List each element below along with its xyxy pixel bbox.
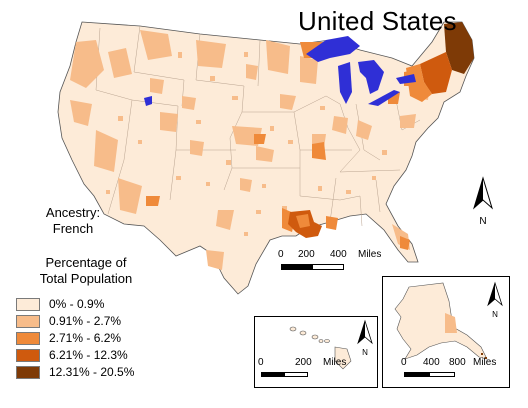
lake-erie	[368, 90, 400, 106]
legend-swatch	[16, 332, 40, 345]
alaska-outline	[394, 282, 488, 360]
great-salt-lake	[144, 96, 152, 106]
louisiana-center	[296, 214, 310, 228]
hawaii-scale-unit: Miles	[323, 357, 347, 368]
legend-heading-line2: Total Population	[39, 271, 133, 286]
main-scale-seg1	[281, 264, 313, 270]
north-arrow-hawaii: N	[357, 319, 373, 357]
north-arrow-alaska: N	[487, 281, 503, 319]
map-title: United States	[298, 6, 457, 36]
main-scale-bar: 0 200 400 Miles	[272, 249, 402, 273]
alaska-scale-tick0: 0	[401, 357, 407, 368]
north-label-alaska: N	[492, 310, 498, 319]
main-scale-tick0: 0	[278, 249, 284, 260]
lake-huron	[358, 60, 384, 94]
lake-superior	[306, 36, 360, 62]
alaska-inset: N 0 400 800 Miles	[382, 276, 510, 388]
hawaii-inset: N 0 200 Miles	[254, 316, 378, 388]
ancestry-label: Ancestry: French	[28, 205, 118, 237]
main-scale-unit: Miles	[358, 249, 382, 260]
alaska-scale-unit: Miles	[473, 357, 497, 368]
hawaii-scale-seg1	[261, 372, 285, 377]
legend-swatch	[16, 349, 40, 362]
north-label-main: N	[479, 216, 486, 227]
legend-label: 12.31% - 20.5%	[49, 365, 135, 379]
north-arrow-main: N	[473, 176, 493, 227]
legend-label: 0% - 0.9%	[49, 297, 105, 311]
hawaii-scale-seg2	[284, 372, 308, 377]
main-scale-seg2	[312, 264, 344, 270]
legend-swatch	[16, 366, 40, 379]
ancestry-line2: French	[52, 221, 94, 236]
new-england-high	[420, 52, 452, 94]
legend-heading: Percentage of Total Population	[16, 255, 156, 287]
main-scale-tick2: 400	[330, 249, 347, 260]
class2-specks	[106, 44, 387, 236]
alaska-scale-tick1: 400	[423, 357, 440, 368]
alaska-scale-tick2: 800	[449, 357, 466, 368]
legend-label: 0.91% - 2.7%	[49, 314, 122, 328]
alaska-map	[394, 282, 488, 360]
lake-michigan	[338, 62, 352, 104]
hawaii-scale-tick1: 200	[295, 357, 312, 368]
legend-heading-line1: Percentage of	[45, 255, 127, 270]
legend-label: 6.21% - 12.3%	[49, 348, 128, 362]
alaska-scale-seg2	[429, 372, 455, 377]
maine-highest	[444, 22, 474, 74]
hawaii-map	[289, 326, 352, 370]
north-label-hawaii: N	[362, 348, 368, 357]
legend-label: 2.71% - 6.2%	[49, 331, 122, 345]
hawaii-scale-tick0: 0	[258, 357, 264, 368]
new-england-mid	[406, 64, 432, 102]
lake-ontario	[396, 74, 416, 84]
great-lakes	[144, 36, 416, 106]
legend-swatch	[16, 315, 40, 328]
legend-swatch	[16, 298, 40, 311]
ancestry-line1: Ancestry:	[45, 205, 101, 220]
alaska-class2	[445, 313, 457, 333]
main-scale-tick1: 200	[298, 249, 315, 260]
alaska-scale-seg1	[404, 372, 430, 377]
